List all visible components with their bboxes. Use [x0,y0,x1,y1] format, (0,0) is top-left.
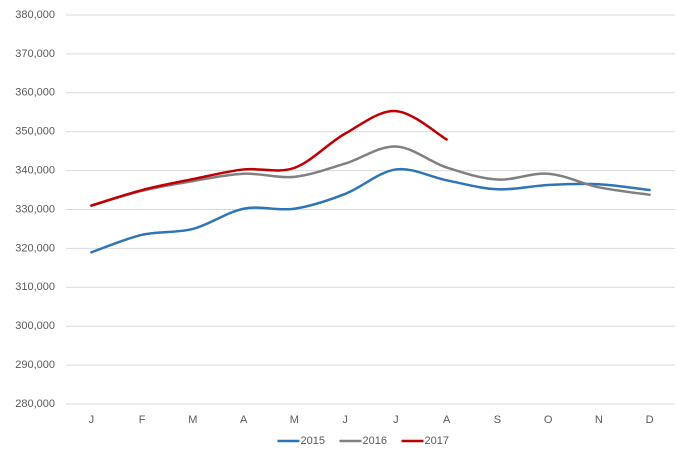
x-tick-label: D [646,414,654,426]
y-tick-label: 310,000 [15,281,55,293]
y-tick-label: 300,000 [15,320,55,332]
y-tick-label: 290,000 [15,359,55,371]
x-tick-label: M [188,414,197,426]
y-tick-label: 350,000 [15,126,55,138]
y-tick-label: 330,000 [15,203,55,215]
x-tick-label: M [290,414,299,426]
series-line [90,109,448,207]
x-tick-label: J [89,414,95,426]
y-tick-label: 320,000 [15,242,55,254]
x-tick-label: A [240,414,248,426]
y-tick-label: 280,000 [15,398,55,410]
x-tick-label: A [443,414,451,426]
x-tick-label: F [139,414,146,426]
y-tick-label: 340,000 [15,165,55,177]
y-tick-label: 380,000 [15,9,55,21]
legend-label: 2016 [363,435,387,447]
x-tick-label: J [393,414,399,426]
series-line [90,167,651,254]
legend-label: 2017 [425,435,449,447]
x-tick-label: N [595,414,603,426]
x-tick-label: J [342,414,348,426]
legend-label: 2015 [301,435,325,447]
x-tick-label: O [544,414,553,426]
y-tick-label: 370,000 [15,48,55,60]
x-tick-label: S [494,414,501,426]
y-tick-label: 360,000 [15,87,55,99]
series-line [90,145,651,207]
